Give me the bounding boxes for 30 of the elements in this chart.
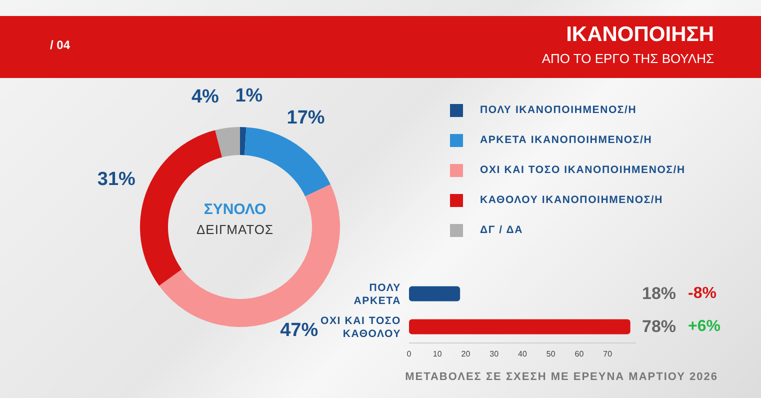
y-tick-label: ΟΧΙ ΚΑΙ ΤΟΣΟ ΚΑΘΟΛΟΥ: [320, 315, 401, 340]
text: ΜΕΤΑΒΟΛΕΣ ΣΕ ΣΧΕΣΗ ΜΕ ΕΡΕΥΝΑ ΜΑΡΤΙΟΥ 2026: [404, 371, 718, 383]
y-tick-label: ΠΟΛΥ ΑΡΚΕΤΑ: [354, 282, 401, 307]
data-label: 18%: [642, 284, 676, 304]
text: / 04: [50, 38, 70, 52]
text: -8%: [688, 285, 716, 302]
text: ΣΥΝΟΛΟ: [204, 201, 267, 218]
x-tick-label: 50: [546, 350, 556, 359]
data-label: 4%: [191, 86, 220, 108]
data-label: 78%: [642, 317, 676, 336]
chart-subtitle: ΑΠΟ ΤΟ ΕΡΓΟ ΤΗΣ ΒΟΥΛΗΣ: [542, 51, 714, 66]
data-label: 1%: [235, 86, 263, 107]
data-label: 17%: [286, 107, 325, 128]
legend-label: ΑΡΚΕΤΑ ΙΚΑΝΟΠΟΙΗΜΕΝΟΣ/Η: [480, 133, 654, 147]
legend-label: ΟΧΙ ΚΑΙ ΤΟΣΟ ΙΚΑΝΟΠΟΙΗΜΕΝΟΣ/Η: [480, 163, 686, 177]
x-tick-label: 0: [406, 350, 412, 359]
text: +6%: [688, 318, 720, 336]
legend-label: ΚΑΘΟΛΟΥ ΙΚΑΝΟΠΟΙΗΜΕΝΟΣ/Η: [480, 193, 664, 207]
x-tick-label: 10: [432, 350, 442, 359]
legend-label: ΔΓ / ΔΑ: [480, 223, 524, 237]
x-tick-label: 40: [518, 350, 528, 359]
x-tick-label: 20: [461, 350, 471, 359]
data-label: 31%: [97, 168, 136, 190]
x-tick-label: 60: [574, 350, 584, 359]
legend-label: ΠΟΛΥ ΙΚΑΝΟΠΟΙΗΜΕΝΟΣ/Η: [480, 103, 638, 117]
chart-title: ΙΚΑΝΟΠΟΙΗΣΗ: [566, 23, 714, 47]
data-label: 47%: [280, 320, 318, 341]
x-tick-label: 30: [490, 350, 500, 359]
x-tick-label: 70: [603, 350, 613, 359]
text: ΔΕΙΓΜΑΤΟΣ: [196, 222, 274, 237]
